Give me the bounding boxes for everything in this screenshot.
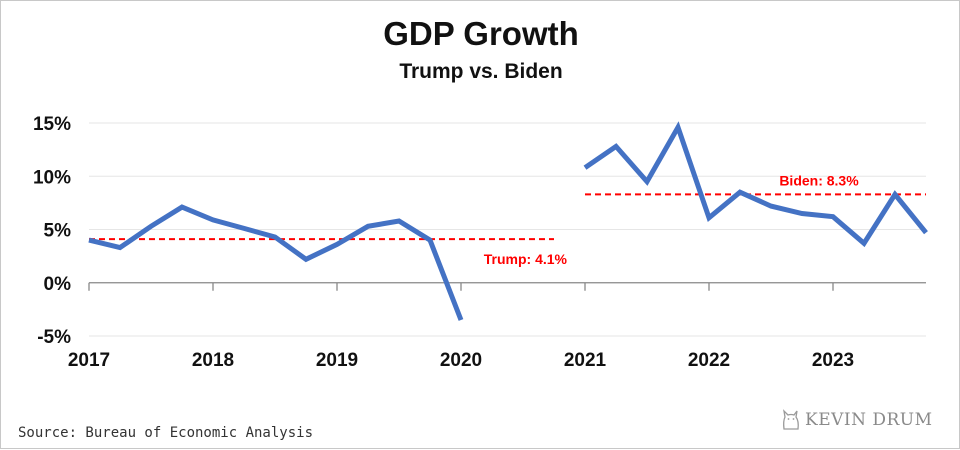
- y-tick-label: 15%: [33, 114, 71, 135]
- y-tick-label: 10%: [33, 167, 71, 188]
- trump-average-label: Trump: 4.1%: [484, 251, 568, 267]
- x-tick-label: 2022: [688, 350, 730, 371]
- y-tick-label: 0%: [44, 274, 72, 295]
- x-tick-label: 2017: [68, 350, 110, 371]
- y-tick-label: 5%: [44, 221, 72, 242]
- x-tick-label: 2020: [440, 350, 482, 371]
- chart-subtitle: Trump vs. Biden: [399, 60, 563, 83]
- cat-icon: [783, 409, 799, 430]
- chart-title: GDP Growth: [383, 15, 579, 52]
- logo-text: KEVIN DRUM: [805, 410, 933, 430]
- biden-average-label: Biden: 8.3%: [779, 172, 859, 188]
- gdp-series-line: [583, 121, 928, 248]
- kevin-drum-logo: KEVIN DRUM: [781, 409, 933, 431]
- x-tick-label: 2021: [564, 350, 607, 371]
- x-tick-label: 2018: [192, 350, 234, 371]
- gdp-series-line: [88, 204, 464, 321]
- source-note: Source: Bureau of Economic Analysis: [18, 425, 314, 441]
- x-tick-label: 2023: [812, 350, 854, 371]
- y-tick-label: -5%: [37, 327, 71, 348]
- x-tick-label: 2019: [316, 350, 358, 371]
